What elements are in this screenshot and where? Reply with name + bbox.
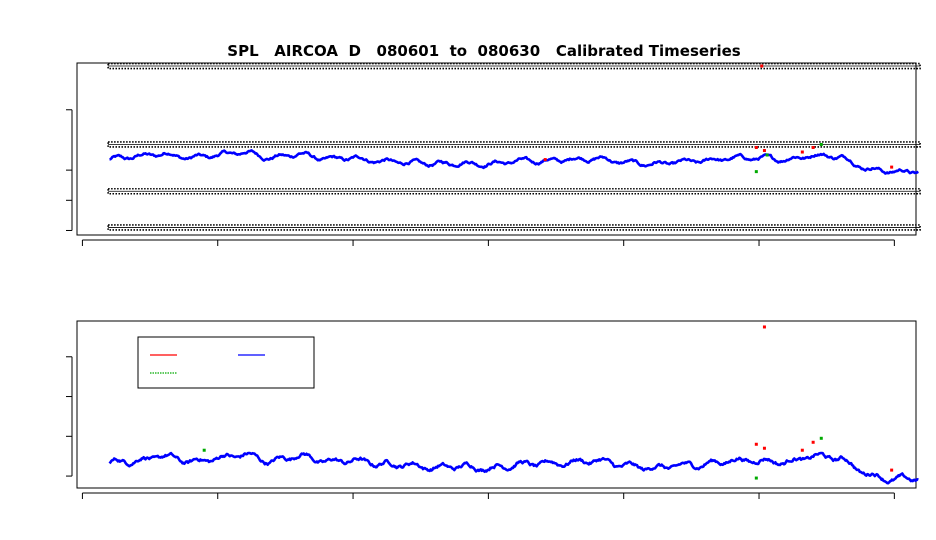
legend xyxy=(137,336,315,389)
red-point xyxy=(543,158,547,162)
calibration-level xyxy=(107,62,921,70)
red-point xyxy=(811,145,815,149)
red-point xyxy=(811,440,815,444)
calibration-level xyxy=(107,187,921,195)
calibration-level xyxy=(107,141,921,148)
green-point xyxy=(819,142,823,146)
green-point xyxy=(754,170,758,174)
green-point xyxy=(765,153,769,157)
green-point xyxy=(754,476,758,480)
red-point xyxy=(762,149,766,153)
red-point xyxy=(890,468,894,472)
plot-frame xyxy=(76,62,917,236)
calibration-level xyxy=(107,224,921,231)
series-line xyxy=(108,451,919,485)
plot-frame xyxy=(76,320,917,489)
chart-title: SPL AIRCOA D 080601 to 080630 Calibrated… xyxy=(227,42,741,60)
series-line xyxy=(109,149,919,175)
red-point xyxy=(800,448,804,452)
red-point xyxy=(890,165,894,169)
red-point xyxy=(754,145,758,149)
green-point xyxy=(202,448,206,452)
top-panel xyxy=(66,62,921,246)
red-point xyxy=(754,442,758,446)
red-point xyxy=(762,325,766,329)
legend-box xyxy=(137,336,315,389)
red-point xyxy=(762,446,766,450)
red-point xyxy=(760,64,764,68)
bottom-panel xyxy=(66,320,919,499)
red-point xyxy=(800,150,804,154)
green-point xyxy=(819,436,823,440)
